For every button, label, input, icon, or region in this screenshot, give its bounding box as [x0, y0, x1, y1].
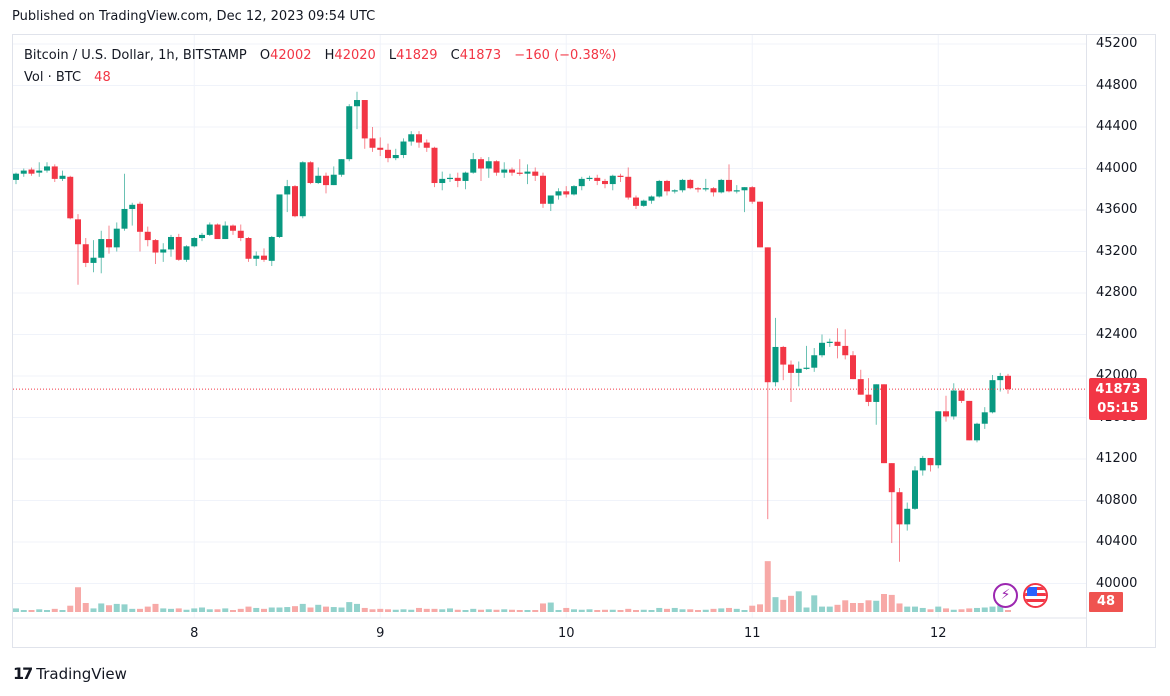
time-tick-label: 12 [929, 626, 947, 641]
time-tick-label: 10 [557, 626, 575, 641]
last-price-tag: 41873 05:15 [1089, 378, 1147, 420]
price-tick-label: 44800 [1096, 77, 1138, 93]
brand-name: TradingView [36, 664, 127, 683]
price-tick-label: 43200 [1096, 243, 1138, 259]
price-tick-label: 43600 [1096, 202, 1138, 217]
price-tick-label: 40400 [1096, 534, 1138, 549]
open-value: 42002 [270, 48, 312, 63]
low-label: L [388, 48, 397, 63]
low-value: 41829 [396, 48, 438, 63]
us-flag-icon[interactable] [1023, 583, 1048, 608]
last-price: 41873 [1095, 382, 1141, 397]
close-label: C [450, 48, 460, 63]
volume-row: Vol · BTC 48 [24, 67, 616, 89]
time-tick-label: 9 [376, 626, 385, 641]
price-axis[interactable] [1087, 34, 1156, 648]
chart-pane[interactable] [12, 34, 1087, 648]
volume-value: 48 [94, 70, 111, 85]
price-tick-label: 40000 [1096, 575, 1138, 591]
price-tick-label: 40800 [1096, 492, 1138, 508]
chart-legend: Bitcoin / U.S. Dollar, 1h, BITSTAMP O420… [24, 45, 616, 89]
lightning-icon[interactable]: ⚡︎ [993, 583, 1018, 608]
price-tick-label: 42400 [1096, 326, 1138, 342]
bar-countdown: 05:15 [1097, 401, 1139, 416]
time-tick-label: 8 [190, 626, 199, 641]
tradingview-logo[interactable]: 17 TradingView [13, 664, 127, 683]
high-value: 42020 [334, 48, 376, 63]
close-value: 41873 [459, 48, 502, 63]
symbol-title[interactable]: Bitcoin / U.S. Dollar, 1h, BITSTAMP [24, 48, 247, 63]
change-value: −160 (−0.38%) [514, 48, 617, 63]
ohlc-row: Bitcoin / U.S. Dollar, 1h, BITSTAMP O420… [24, 45, 616, 67]
open-label: O [259, 48, 271, 63]
high-label: H [324, 48, 335, 63]
price-tick-label: 45200 [1096, 36, 1138, 51]
price-tick-label: 42800 [1096, 285, 1138, 300]
volume-label[interactable]: Vol · BTC [24, 70, 82, 85]
price-tick-label: 44000 [1096, 160, 1138, 176]
last-volume-tag: 48 [1089, 592, 1123, 612]
published-caption: Published on TradingView.com, Dec 12, 20… [12, 9, 376, 24]
price-tick-label: 41200 [1096, 451, 1138, 466]
tradingview-mark-icon: 17 [13, 664, 33, 683]
time-tick-label: 11 [743, 626, 761, 641]
price-tick-label: 44400 [1096, 119, 1138, 134]
